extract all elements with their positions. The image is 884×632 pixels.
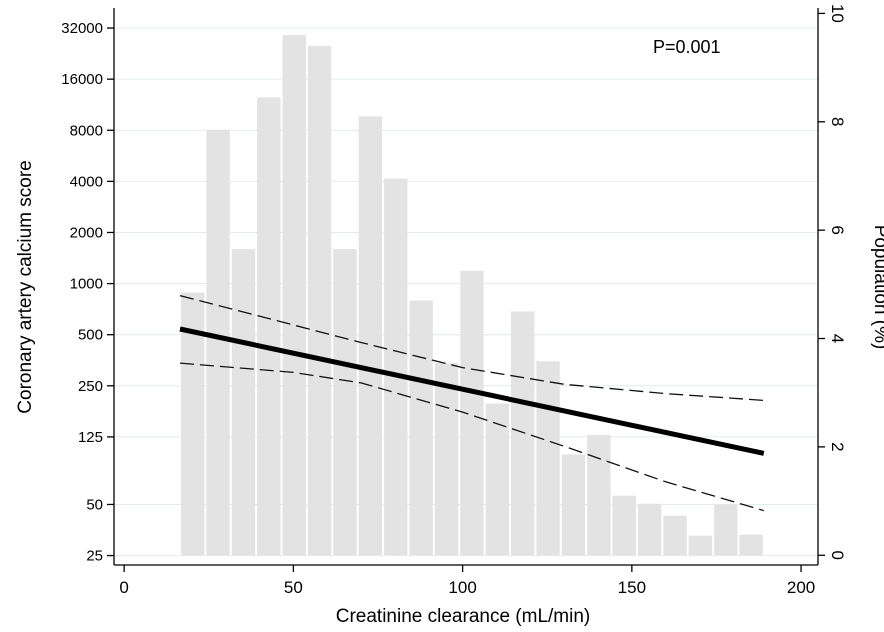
- histogram-bar: [688, 535, 713, 556]
- histogram-bar: [231, 249, 256, 556]
- histogram-bar: [206, 129, 230, 556]
- y-right-tick-label: 4: [828, 334, 847, 343]
- y-left-tick-label: 25: [86, 548, 103, 565]
- x-tick-label: 0: [119, 578, 128, 597]
- histogram-bar: [485, 403, 509, 556]
- histogram-bar: [561, 454, 586, 556]
- x-tick-label: 200: [787, 578, 815, 597]
- y-right-tick-label: 8: [828, 117, 847, 126]
- histogram-bar: [358, 116, 383, 556]
- y-left-tick-label: 1000: [70, 276, 103, 293]
- y-right-tick-label: 2: [828, 442, 847, 451]
- annotation-p-value: P=0.001: [653, 37, 721, 57]
- histogram-bar: [307, 45, 332, 556]
- histogram-bar: [409, 300, 433, 556]
- confidence-band: [179, 294, 764, 512]
- fit-line: [179, 326, 765, 456]
- y-left-tick-label: 125: [78, 429, 103, 446]
- x-tick-label: 100: [448, 578, 476, 597]
- y-left-tick-label: 250: [78, 378, 103, 395]
- ci-lower-line: [179, 362, 764, 512]
- histogram-bar: [181, 292, 205, 556]
- ticks: 2550125250500100020004000800016000320000…: [61, 4, 847, 597]
- histogram-bar: [612, 495, 636, 556]
- x-tick-label: 150: [618, 578, 646, 597]
- y-left-tick-label: 32000: [61, 20, 103, 37]
- x-tick-label: 50: [284, 578, 303, 597]
- y-right-tick-label: 10: [828, 4, 847, 23]
- histogram-bar: [333, 249, 357, 556]
- y-right-tick-label: 6: [828, 225, 847, 234]
- y-left-tick-label: 2000: [70, 224, 103, 241]
- histogram-bar: [511, 311, 535, 556]
- histogram-bar: [587, 434, 611, 556]
- histogram-bar: [536, 361, 560, 556]
- histogram-bar: [257, 97, 281, 556]
- regression-fit: [179, 326, 765, 456]
- axes: [113, 8, 819, 566]
- histogram-bars: [181, 35, 763, 556]
- y-left-tick-label: 50: [86, 496, 103, 513]
- histogram-bar: [282, 35, 306, 556]
- y-axis-left-title: Coronary artery calcium score: [15, 160, 36, 413]
- histogram-bar: [637, 503, 662, 556]
- ci-upper-line: [179, 294, 764, 402]
- x-axis-title: Creatinine clearance (mL/min): [336, 606, 591, 627]
- y-left-tick-label: 16000: [61, 71, 103, 88]
- y-left-tick-label: 8000: [70, 122, 103, 139]
- y-axis-right-title: Population (%): [870, 225, 884, 350]
- y-left-tick-label: 500: [78, 327, 103, 344]
- histogram-bar: [460, 270, 484, 556]
- histogram-bar: [384, 178, 408, 556]
- histogram-bar: [663, 515, 687, 556]
- y-right-tick-label: 0: [828, 551, 847, 560]
- y-left-tick-label: 4000: [70, 173, 103, 190]
- histogram-bar: [714, 504, 738, 556]
- histogram-bar: [739, 534, 763, 556]
- histogram-bar: [434, 362, 459, 556]
